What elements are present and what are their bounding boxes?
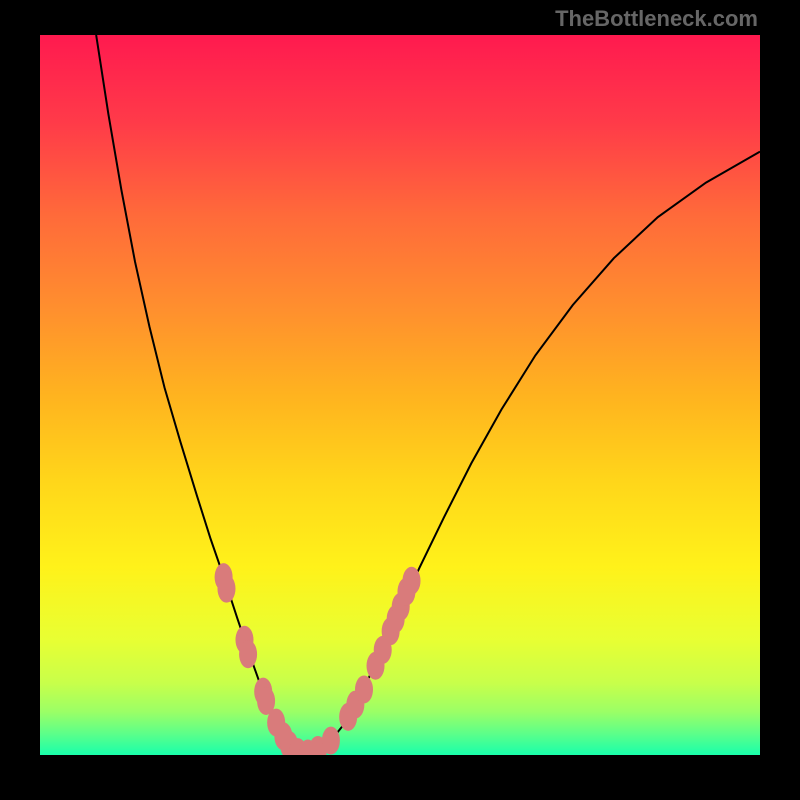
highlight-mark xyxy=(217,575,235,603)
highlight-mark xyxy=(239,640,257,668)
highlight-mark xyxy=(322,727,340,755)
watermark-text: TheBottleneck.com xyxy=(555,6,758,32)
chart-container: TheBottleneck.com xyxy=(0,0,800,800)
plot-area xyxy=(40,35,760,755)
highlight-mark xyxy=(403,567,421,595)
chart-svg xyxy=(40,35,760,755)
gradient-background xyxy=(40,35,760,755)
highlight-mark xyxy=(355,675,373,703)
